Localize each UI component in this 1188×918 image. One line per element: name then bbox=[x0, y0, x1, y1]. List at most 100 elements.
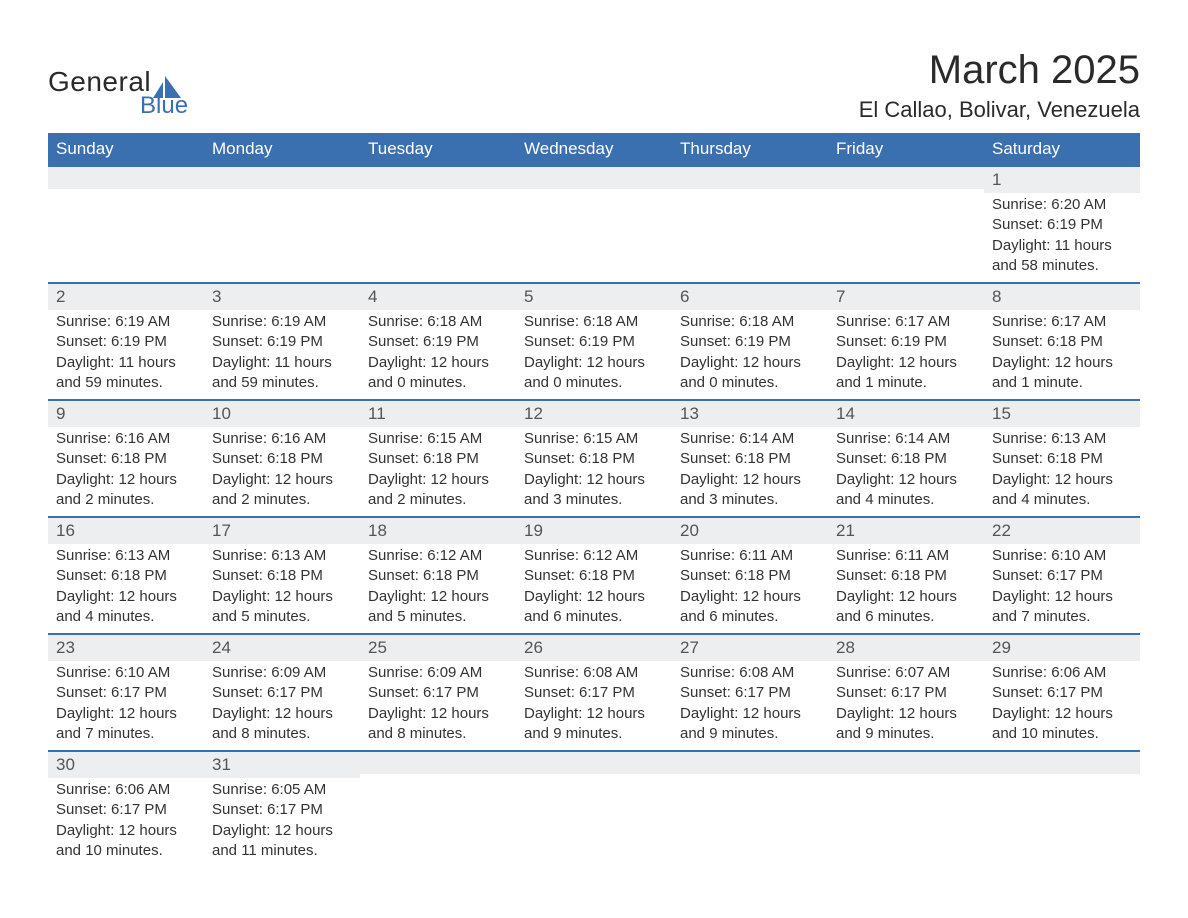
day-number bbox=[984, 752, 1140, 774]
daylight-line: Daylight: 12 hours and 6 minutes. bbox=[680, 587, 820, 628]
daylight-line: Daylight: 12 hours and 3 minutes. bbox=[524, 470, 664, 511]
day-body: Sunrise: 6:10 AMSunset: 6:17 PMDaylight:… bbox=[984, 544, 1140, 633]
sunrise-line: Sunrise: 6:10 AM bbox=[56, 663, 196, 683]
day-number: 1 bbox=[984, 167, 1140, 193]
day-cell: 29Sunrise: 6:06 AMSunset: 6:17 PMDayligh… bbox=[984, 634, 1140, 751]
sunset-line: Sunset: 6:18 PM bbox=[212, 449, 352, 469]
day-body: Sunrise: 6:14 AMSunset: 6:18 PMDaylight:… bbox=[828, 427, 984, 516]
day-body: Sunrise: 6:12 AMSunset: 6:18 PMDaylight:… bbox=[360, 544, 516, 633]
month-title: March 2025 bbox=[859, 48, 1140, 93]
dow-monday: Monday bbox=[204, 133, 360, 166]
day-body: Sunrise: 6:15 AMSunset: 6:18 PMDaylight:… bbox=[516, 427, 672, 516]
day-cell: 9Sunrise: 6:16 AMSunset: 6:18 PMDaylight… bbox=[48, 400, 204, 517]
day-cell: 27Sunrise: 6:08 AMSunset: 6:17 PMDayligh… bbox=[672, 634, 828, 751]
dow-sunday: Sunday bbox=[48, 133, 204, 166]
sunrise-line: Sunrise: 6:18 AM bbox=[680, 312, 820, 332]
daylight-line: Daylight: 12 hours and 9 minutes. bbox=[524, 704, 664, 745]
day-cell: 2Sunrise: 6:19 AMSunset: 6:19 PMDaylight… bbox=[48, 283, 204, 400]
day-number: 22 bbox=[984, 518, 1140, 544]
week-row: 9Sunrise: 6:16 AMSunset: 6:18 PMDaylight… bbox=[48, 400, 1140, 517]
daylight-line: Daylight: 12 hours and 7 minutes. bbox=[992, 587, 1132, 628]
sunrise-line: Sunrise: 6:18 AM bbox=[524, 312, 664, 332]
day-cell: 23Sunrise: 6:10 AMSunset: 6:17 PMDayligh… bbox=[48, 634, 204, 751]
day-number bbox=[828, 752, 984, 774]
sunset-line: Sunset: 6:17 PM bbox=[680, 683, 820, 703]
day-body: Sunrise: 6:07 AMSunset: 6:17 PMDaylight:… bbox=[828, 661, 984, 750]
sunrise-line: Sunrise: 6:20 AM bbox=[992, 195, 1132, 215]
day-cell: 6Sunrise: 6:18 AMSunset: 6:19 PMDaylight… bbox=[672, 283, 828, 400]
day-number: 19 bbox=[516, 518, 672, 544]
title-block: March 2025 El Callao, Bolivar, Venezuela bbox=[859, 48, 1140, 123]
day-cell bbox=[204, 166, 360, 283]
week-row: 16Sunrise: 6:13 AMSunset: 6:18 PMDayligh… bbox=[48, 517, 1140, 634]
day-number: 27 bbox=[672, 635, 828, 661]
day-cell: 1Sunrise: 6:20 AMSunset: 6:19 PMDaylight… bbox=[984, 166, 1140, 283]
day-number bbox=[828, 167, 984, 189]
sunset-line: Sunset: 6:18 PM bbox=[680, 449, 820, 469]
day-body: Sunrise: 6:11 AMSunset: 6:18 PMDaylight:… bbox=[828, 544, 984, 633]
sunset-line: Sunset: 6:17 PM bbox=[524, 683, 664, 703]
day-number bbox=[516, 752, 672, 774]
day-body: Sunrise: 6:13 AMSunset: 6:18 PMDaylight:… bbox=[204, 544, 360, 633]
sunset-line: Sunset: 6:18 PM bbox=[680, 566, 820, 586]
sunrise-line: Sunrise: 6:15 AM bbox=[368, 429, 508, 449]
sunrise-line: Sunrise: 6:16 AM bbox=[56, 429, 196, 449]
day-body bbox=[984, 774, 1140, 852]
day-body bbox=[672, 774, 828, 852]
day-number: 14 bbox=[828, 401, 984, 427]
day-body: Sunrise: 6:08 AMSunset: 6:17 PMDaylight:… bbox=[516, 661, 672, 750]
sunset-line: Sunset: 6:17 PM bbox=[56, 683, 196, 703]
sunrise-line: Sunrise: 6:06 AM bbox=[56, 780, 196, 800]
day-cell: 3Sunrise: 6:19 AMSunset: 6:19 PMDaylight… bbox=[204, 283, 360, 400]
day-number: 17 bbox=[204, 518, 360, 544]
sunrise-line: Sunrise: 6:09 AM bbox=[368, 663, 508, 683]
day-number bbox=[672, 167, 828, 189]
day-cell: 5Sunrise: 6:18 AMSunset: 6:19 PMDaylight… bbox=[516, 283, 672, 400]
dow-wednesday: Wednesday bbox=[516, 133, 672, 166]
day-body: Sunrise: 6:10 AMSunset: 6:17 PMDaylight:… bbox=[48, 661, 204, 750]
day-body: Sunrise: 6:14 AMSunset: 6:18 PMDaylight:… bbox=[672, 427, 828, 516]
brand-word-1: General bbox=[48, 66, 151, 98]
daylight-line: Daylight: 12 hours and 6 minutes. bbox=[524, 587, 664, 628]
day-number: 8 bbox=[984, 284, 1140, 310]
day-number: 21 bbox=[828, 518, 984, 544]
day-body: Sunrise: 6:19 AMSunset: 6:19 PMDaylight:… bbox=[204, 310, 360, 399]
sunrise-line: Sunrise: 6:10 AM bbox=[992, 546, 1132, 566]
day-body bbox=[204, 189, 360, 267]
day-body: Sunrise: 6:20 AMSunset: 6:19 PMDaylight:… bbox=[984, 193, 1140, 282]
day-cell: 18Sunrise: 6:12 AMSunset: 6:18 PMDayligh… bbox=[360, 517, 516, 634]
dow-saturday: Saturday bbox=[984, 133, 1140, 166]
day-cell bbox=[48, 166, 204, 283]
sunrise-line: Sunrise: 6:09 AM bbox=[212, 663, 352, 683]
day-body: Sunrise: 6:18 AMSunset: 6:19 PMDaylight:… bbox=[672, 310, 828, 399]
day-body bbox=[516, 774, 672, 852]
sunrise-line: Sunrise: 6:18 AM bbox=[368, 312, 508, 332]
day-body: Sunrise: 6:15 AMSunset: 6:18 PMDaylight:… bbox=[360, 427, 516, 516]
sunrise-line: Sunrise: 6:11 AM bbox=[680, 546, 820, 566]
sunset-line: Sunset: 6:18 PM bbox=[56, 449, 196, 469]
sunset-line: Sunset: 6:19 PM bbox=[368, 332, 508, 352]
week-row: 30Sunrise: 6:06 AMSunset: 6:17 PMDayligh… bbox=[48, 751, 1140, 867]
location-title: El Callao, Bolivar, Venezuela bbox=[859, 97, 1140, 123]
day-body: Sunrise: 6:12 AMSunset: 6:18 PMDaylight:… bbox=[516, 544, 672, 633]
sunset-line: Sunset: 6:18 PM bbox=[524, 566, 664, 586]
day-body: Sunrise: 6:17 AMSunset: 6:19 PMDaylight:… bbox=[828, 310, 984, 399]
day-cell: 30Sunrise: 6:06 AMSunset: 6:17 PMDayligh… bbox=[48, 751, 204, 867]
day-cell: 31Sunrise: 6:05 AMSunset: 6:17 PMDayligh… bbox=[204, 751, 360, 867]
sunset-line: Sunset: 6:18 PM bbox=[992, 449, 1132, 469]
daylight-line: Daylight: 12 hours and 2 minutes. bbox=[368, 470, 508, 511]
week-row: 1Sunrise: 6:20 AMSunset: 6:19 PMDaylight… bbox=[48, 166, 1140, 283]
sunrise-line: Sunrise: 6:14 AM bbox=[680, 429, 820, 449]
sunset-line: Sunset: 6:17 PM bbox=[992, 566, 1132, 586]
sunrise-line: Sunrise: 6:19 AM bbox=[212, 312, 352, 332]
day-cell: 25Sunrise: 6:09 AMSunset: 6:17 PMDayligh… bbox=[360, 634, 516, 751]
day-number: 7 bbox=[828, 284, 984, 310]
day-cell: 11Sunrise: 6:15 AMSunset: 6:18 PMDayligh… bbox=[360, 400, 516, 517]
daylight-line: Daylight: 12 hours and 1 minute. bbox=[836, 353, 976, 394]
day-cell: 15Sunrise: 6:13 AMSunset: 6:18 PMDayligh… bbox=[984, 400, 1140, 517]
day-body: Sunrise: 6:17 AMSunset: 6:18 PMDaylight:… bbox=[984, 310, 1140, 399]
sunrise-line: Sunrise: 6:17 AM bbox=[836, 312, 976, 332]
daylight-line: Daylight: 12 hours and 5 minutes. bbox=[212, 587, 352, 628]
day-number: 4 bbox=[360, 284, 516, 310]
day-cell bbox=[828, 751, 984, 867]
